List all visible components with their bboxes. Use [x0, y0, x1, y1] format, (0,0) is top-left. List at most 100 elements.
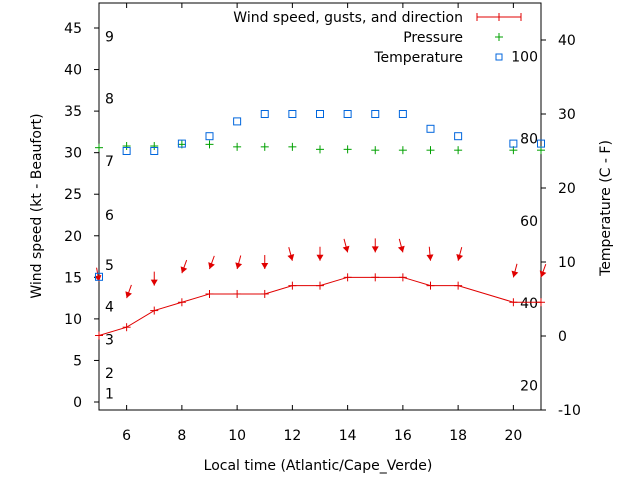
x-axis-ticks: 6 8 10 12 14 16 18 20 — [122, 3, 522, 444]
beaufort-label: 7 — [105, 154, 114, 170]
temperature-point — [426, 124, 435, 133]
wind-speed-point — [398, 273, 407, 282]
y-tick-label: 20 — [64, 229, 82, 245]
wind-series — [95, 273, 545, 340]
pressure-point — [260, 142, 269, 151]
fahrenheit-labels: 20 40 60 80 100 — [511, 49, 538, 394]
temperature-point — [454, 132, 463, 141]
y2-axis-label: Temperature (C - F) — [598, 140, 614, 277]
x-tick-label: 10 — [228, 428, 246, 444]
gust-direction-arrow — [316, 246, 324, 261]
y2-tick-label: 20 — [558, 181, 576, 197]
x-tick-label: 16 — [394, 428, 412, 444]
y-axis-label: Wind speed (kt - Beaufort) — [29, 113, 45, 298]
pressure-point — [122, 142, 131, 151]
y-tick-label: 0 — [73, 395, 82, 411]
temperature-point — [95, 272, 103, 281]
wind-speed-point — [177, 298, 186, 307]
beaufort-label: 3 — [105, 333, 114, 349]
x-tick-label: 6 — [122, 428, 131, 444]
gust-direction-arrow — [397, 238, 405, 253]
temperature-point — [233, 117, 242, 126]
legend-label-wind: Wind speed, gusts, and direction — [233, 10, 463, 26]
temperature-point — [316, 110, 324, 118]
beaufort-label: 6 — [105, 208, 114, 224]
gust-direction-arrow — [261, 255, 269, 270]
wind-speed-point — [509, 298, 518, 307]
wind-speed-point — [426, 281, 435, 290]
beaufort-label: 8 — [105, 92, 114, 108]
wind-speed-point — [150, 306, 159, 315]
x-tick-label: 8 — [177, 428, 186, 444]
temperature-point — [343, 110, 352, 118]
legend-label-temperature: Temperature — [373, 50, 463, 66]
y-tick-label: 35 — [64, 104, 82, 120]
fahrenheit-label: 100 — [511, 49, 538, 65]
y2-tick-label: 10 — [558, 255, 576, 271]
temperature-point — [260, 110, 269, 118]
pressure-point — [95, 143, 103, 152]
gust-direction-arrow — [287, 247, 295, 261]
x-tick-label: 20 — [504, 428, 522, 444]
gust-direction-arrow — [342, 238, 350, 253]
y-tick-label: 25 — [64, 187, 82, 203]
pressure-series — [95, 140, 545, 155]
wind-speed-point — [233, 289, 242, 298]
gust-direction-arrow — [180, 259, 188, 274]
temperature-point — [122, 147, 131, 155]
gust-direction-arrow — [456, 247, 464, 261]
wind-speed-point — [260, 289, 269, 298]
y-tick-label: 30 — [64, 146, 82, 162]
x-tick-label: 14 — [339, 428, 357, 444]
y-tick-label: 40 — [64, 63, 82, 79]
y-tick-label: 10 — [64, 312, 82, 328]
temperature-series — [95, 110, 545, 281]
wind-speed-point — [205, 289, 214, 298]
pressure-point — [205, 140, 214, 149]
beaufort-label: 9 — [105, 29, 114, 45]
wind-speed-point — [537, 298, 545, 307]
beaufort-label: 1 — [105, 387, 114, 403]
y2-tick-label: -10 — [558, 403, 581, 419]
temperature-point — [371, 110, 380, 118]
gust-direction-arrow — [511, 263, 519, 278]
temperature-point — [205, 132, 214, 141]
y2-tick-label: 0 — [558, 329, 567, 345]
gust-direction-arrow — [94, 267, 102, 282]
temperature-point — [177, 139, 186, 148]
wind-speed-point — [288, 281, 297, 290]
x-axis-label: Local time (Atlantic/Cape_Verde) — [204, 458, 433, 474]
pressure-point — [288, 142, 297, 151]
wind-speed-point — [122, 323, 131, 332]
legend-swatch-temperature — [495, 53, 503, 61]
y-tick-label: 5 — [73, 353, 82, 369]
wind-speed-line — [98, 276, 541, 336]
y-axis-ticks: 0 5 10 15 20 25 30 35 40 45 — [64, 21, 99, 411]
temperature-point — [509, 139, 518, 148]
y2-tick-label: 30 — [558, 107, 576, 123]
fahrenheit-label: 40 — [520, 296, 538, 312]
gust-direction-arrow — [125, 284, 132, 299]
gust-direction-arrow — [371, 238, 379, 253]
beaufort-labels: 1 2 3 4 5 6 7 8 9 — [105, 29, 114, 402]
temperature-point — [537, 139, 545, 148]
x-tick-label: 18 — [449, 428, 467, 444]
gust-direction-arrow — [208, 255, 215, 270]
legend-swatch-pressure — [495, 33, 503, 41]
y-tick-label: 15 — [64, 270, 82, 286]
gust-direction-arrow — [426, 246, 434, 261]
pressure-point — [316, 145, 324, 154]
y2-axis-ticks: -10 0 10 20 30 40 — [541, 33, 581, 419]
pressure-point — [426, 146, 435, 155]
beaufort-label: 2 — [105, 366, 114, 382]
temperature-point — [398, 110, 407, 118]
temperature-point — [150, 147, 159, 155]
pressure-point — [371, 146, 380, 155]
pressure-point — [150, 142, 159, 151]
plot-frame — [98, 2, 542, 411]
fahrenheit-label: 60 — [520, 214, 538, 230]
beaufort-label: 4 — [105, 299, 114, 315]
pressure-point — [233, 142, 242, 151]
temperature-point — [288, 110, 297, 118]
